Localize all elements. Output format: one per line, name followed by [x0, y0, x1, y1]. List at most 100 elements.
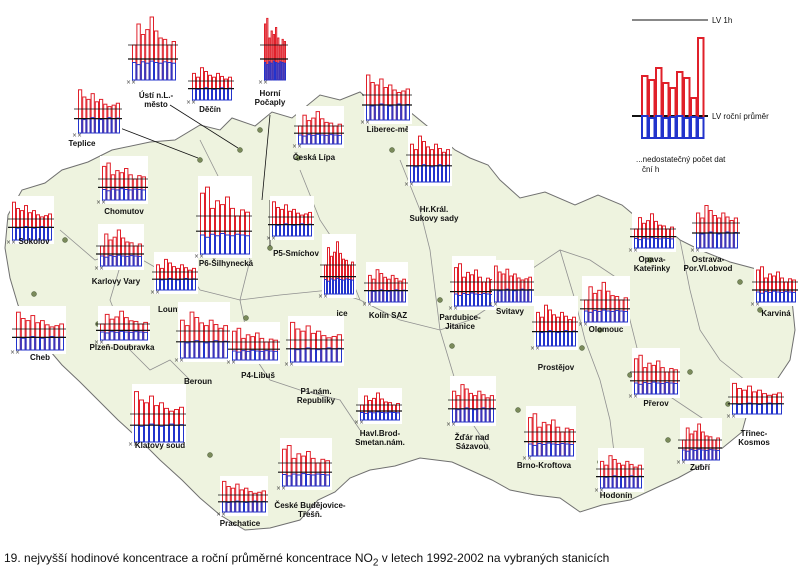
annual-bar: [99, 119, 104, 134]
annual-bar: [119, 188, 124, 201]
annual-bar: [114, 331, 120, 341]
annual-bar: [104, 256, 109, 267]
annual-bar: [717, 233, 722, 249]
annual-bar: [669, 382, 674, 395]
station-label: Horní: [260, 89, 282, 98]
annual-bar: [215, 235, 220, 255]
annual-bar: [236, 351, 242, 361]
annual-bar: [470, 292, 474, 307]
station-label: Ústí n.L.-: [139, 91, 174, 100]
annual-bar: [279, 61, 282, 81]
annual-bar: [232, 350, 237, 361]
station-label: Třinec-: [741, 429, 768, 438]
annual-bar: [370, 105, 375, 121]
annual-bar: [107, 117, 112, 134]
annual-bar: [693, 449, 698, 461]
annual-bar: [32, 227, 36, 241]
station-label: P6-Šilhynecká: [199, 259, 254, 268]
annual-bar: [272, 60, 275, 81]
annual-bar: [235, 500, 240, 513]
station-chart-p6: ××P6-Šilhynecká: [194, 176, 254, 268]
annual-bar: [324, 279, 327, 295]
no-data-marker: ××: [404, 181, 414, 188]
annual-bar: [315, 133, 321, 145]
annual-bar: [296, 474, 302, 487]
annual-bar: [301, 473, 307, 487]
annual-bar: [660, 382, 665, 395]
annual-bar: [40, 226, 44, 241]
annual-bar: [108, 255, 113, 267]
annual-bar: [462, 293, 466, 307]
annual-bar: [606, 310, 611, 323]
annual-bar: [394, 289, 399, 303]
annual-bar: [184, 277, 188, 291]
station-chart-ceska-lipa: ×× Česká Lípa: [292, 106, 344, 162]
annual-bar: [629, 475, 634, 489]
annual-bar: [564, 330, 568, 347]
annual-bar: [685, 450, 690, 461]
station-chart-kolin-rice: ×× ice: [318, 234, 356, 318]
station-charts: ××Teplice××Ústí n.L.-město ××Děčín××Horní…: [6, 8, 798, 528]
annual-bar: [235, 233, 240, 255]
station-chart-decin: ××Děčín: [186, 60, 234, 114]
station-label: Žďár nad: [455, 433, 490, 442]
station-chart-prachatice: ××Prachatice: [216, 476, 268, 528]
annual-bar: [784, 291, 788, 303]
station-label-2: Kateřinky: [634, 264, 671, 273]
annual-bar: [162, 61, 168, 81]
annual-bar: [438, 164, 442, 183]
annual-bar: [132, 188, 138, 201]
figure-caption: 19. nejvyšší hodinové koncentrace a ročn…: [4, 551, 609, 568]
station-label: Cheb: [30, 353, 50, 362]
station-label: Hr.Král.: [420, 205, 448, 214]
annual-bar: [139, 425, 144, 443]
annual-bar: [136, 64, 141, 81]
annual-bar: [725, 231, 730, 249]
annual-bar: [284, 223, 288, 237]
annual-bar: [200, 234, 205, 255]
legend-annual-bar: [669, 116, 677, 139]
no-data-marker: ××: [216, 511, 226, 518]
annual-bar: [133, 255, 138, 267]
station-chart-ostrava: ××Ostrava-Por.Vl.obvod: [684, 196, 740, 273]
annual-bar: [414, 166, 418, 183]
annual-bar: [638, 383, 643, 395]
annual-bar: [213, 340, 219, 359]
no-data-marker: ××: [354, 419, 364, 426]
no-data-marker: ××: [522, 455, 532, 462]
annual-bar: [384, 412, 388, 421]
annual-bar: [282, 474, 287, 487]
station-label: Karlovy Vary: [92, 277, 141, 286]
station-chart-beroun: ×× Beroun: [174, 302, 230, 386]
station-label: Ostrava-: [692, 255, 725, 264]
annual-bar: [379, 103, 384, 121]
annual-bar: [546, 442, 552, 457]
no-data-marker: ××: [94, 265, 104, 272]
annual-bar: [768, 291, 772, 303]
annual-bar: [673, 382, 678, 395]
annual-bar: [767, 402, 772, 415]
annual-bar: [560, 443, 565, 457]
annual-bar: [210, 233, 215, 255]
station-chart-p1: ×× P1-nám.Republiky: [284, 316, 344, 405]
annual-bar: [464, 407, 469, 423]
annual-bar: [682, 449, 686, 461]
station-chart-prostejov: ×× Prostějov: [530, 296, 578, 372]
annual-bar: [104, 332, 110, 341]
annual-bar: [788, 291, 792, 303]
annual-bar: [106, 190, 111, 201]
annual-bar: [336, 277, 339, 295]
no-data-marker: ××: [530, 345, 540, 352]
annual-bar: [712, 449, 717, 461]
annual-bar: [689, 449, 694, 461]
annual-bar: [387, 290, 391, 303]
annual-bar: [654, 238, 658, 249]
no-data-marker: ××: [318, 293, 328, 300]
station-chart-trinec: ×× Třinec-Kosmos: [726, 378, 784, 447]
annual-bar: [194, 340, 200, 359]
legend-annual-bar: [676, 115, 684, 139]
station-chart-havlbrod: ×× Havl.Brod-Smetan.nám.: [354, 388, 405, 447]
annual-bar: [311, 134, 316, 145]
annual-bar: [328, 134, 334, 145]
caption-text-end: v letech 1992-2002 na vybraných stanicíc…: [378, 551, 610, 565]
